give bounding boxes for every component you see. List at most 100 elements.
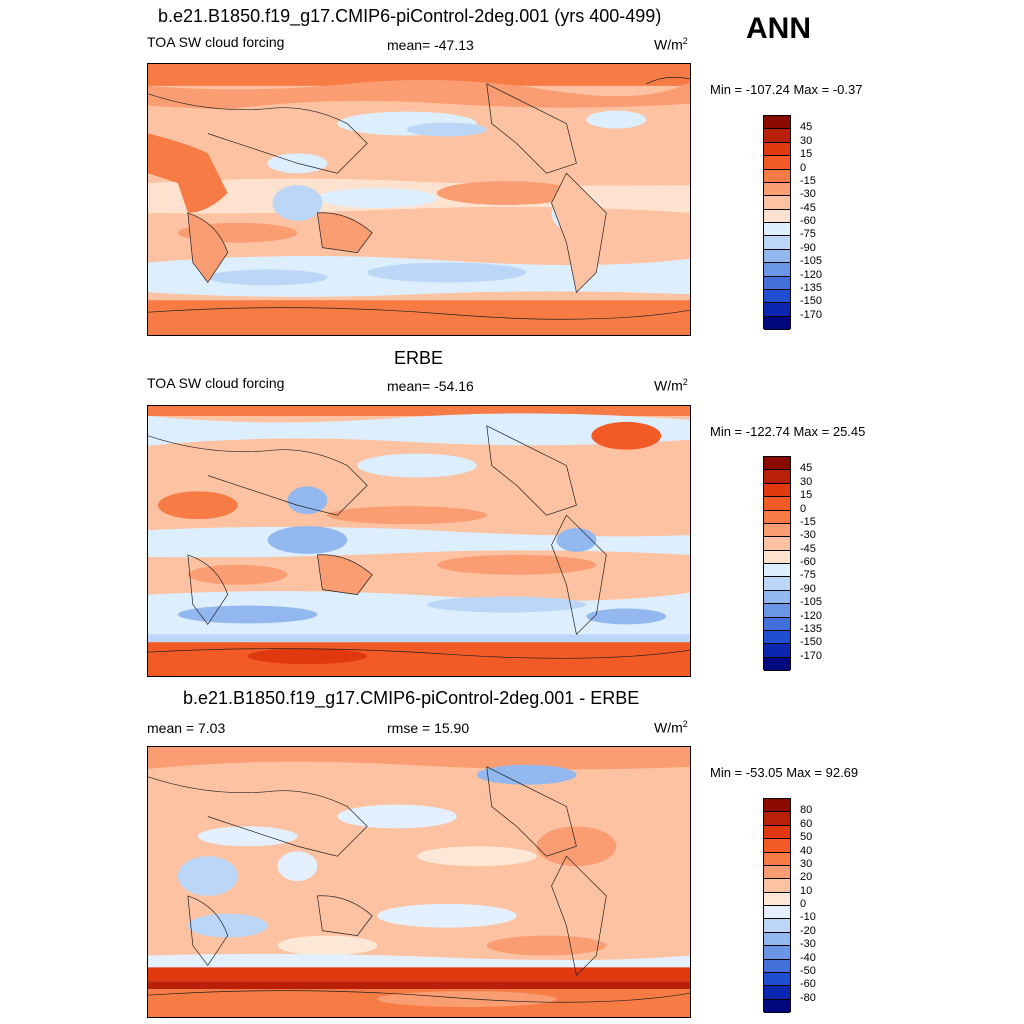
panel1-colorbar-label: 30	[800, 134, 813, 147]
panel3-map	[147, 746, 691, 1018]
panel1-colorbar-swatch	[764, 129, 790, 143]
panel2-colorbar-label: -15	[800, 515, 816, 528]
panel2-colorbar-swatch	[764, 497, 790, 511]
panel3-colorbar-swatch	[764, 879, 790, 893]
panel1-mean: mean= -47.13	[387, 37, 474, 53]
panel2-colorbar-swatch	[764, 550, 790, 564]
panel2-title: ERBE	[394, 348, 444, 368]
panel2-colorbar-label: -75	[800, 569, 816, 582]
panel3-colorbar-label: 60	[800, 817, 813, 830]
panel1-colorbar	[763, 115, 791, 330]
panel1-colorbar-swatch	[764, 289, 790, 304]
panel3-colorbar-label: -10	[800, 911, 816, 924]
panel3-units: W/m2	[654, 719, 688, 736]
panel3-colorbar-swatch	[764, 946, 790, 960]
panel1-colorbar-swatch	[764, 142, 790, 157]
panel1-colorbar-label: -120	[800, 268, 823, 281]
panel2-colorbar-swatch	[764, 644, 790, 658]
panel2-colorbar-swatch	[764, 564, 790, 578]
panel2-colorbar-label: -60	[800, 556, 816, 568]
panel3-colorbar-label: 80	[800, 804, 813, 817]
panel2-colorbar-label: 15	[800, 489, 813, 502]
panel1-colorbar-swatch	[764, 182, 790, 197]
panel1-colorbar-label: -135	[800, 281, 823, 294]
panel2-colorbar-swatch	[764, 630, 790, 645]
panel3-colorbar-swatch	[764, 839, 790, 853]
panel2-colorbar-label: -30	[800, 529, 816, 542]
panel1-variable: TOA SW cloud forcing	[147, 34, 285, 50]
panel3-colorbar-swatch	[764, 972, 790, 987]
panel2-colorbar-swatch	[764, 604, 790, 618]
panel1-title: b.e21.B1850.f19_g17.CMIP6-piControl-2deg…	[158, 6, 662, 26]
panel3-colorbar-swatch	[764, 986, 790, 1000]
panel2-colorbar-swatch	[764, 510, 790, 524]
panel2-colorbar-swatch	[764, 537, 790, 551]
panel1-colorbar-swatch	[764, 169, 790, 183]
panel3-colorbar-swatch	[764, 959, 790, 973]
panel1-colorbar-swatch	[764, 209, 790, 223]
panel1-colorbar-label: -150	[800, 295, 823, 308]
panel2-colorbar-label: -120	[800, 609, 823, 622]
panel3-mean: mean = 7.03	[147, 720, 226, 736]
panel2-colorbar-label: -170	[800, 649, 823, 662]
panel1-colorbar-label: -60	[800, 215, 816, 227]
panel2-colorbar-label: 45	[800, 462, 813, 475]
panel1-colorbar-label: -45	[800, 201, 816, 214]
panel1-colorbar-label: -105	[800, 255, 823, 268]
panel3-colorbar-swatch	[764, 999, 790, 1013]
panel2-colorbar-label: 30	[800, 475, 813, 488]
panel3-colorbar-label: -80	[800, 991, 816, 1004]
panel1-colorbar-swatch	[764, 223, 790, 237]
panel2-colorbar-label: -90	[800, 582, 816, 595]
panel2-map	[147, 405, 691, 677]
panel3-colorbar-swatch	[764, 892, 790, 906]
panel2-minmax: Min = -122.74 Max = 25.45	[710, 424, 866, 439]
panel3-colorbar-swatch	[764, 932, 790, 947]
panel3-colorbar	[763, 798, 791, 1013]
panel2-colorbar-swatch	[764, 523, 790, 538]
panel1-colorbar-label: -75	[800, 228, 816, 241]
panel2-colorbar-label: -150	[800, 636, 823, 649]
panel3-colorbar-swatch	[764, 865, 790, 880]
panel1-map	[147, 63, 691, 336]
panel3-colorbar-swatch	[764, 852, 790, 866]
panel1-colorbar-label: 45	[800, 121, 813, 134]
panel2-mean: mean= -54.16	[387, 378, 474, 394]
panel1-colorbar-label: -30	[800, 188, 816, 201]
panel2-colorbar-swatch	[764, 590, 790, 605]
panel3-colorbar-label: 30	[800, 857, 813, 870]
panel2-colorbar-label: -135	[800, 622, 823, 635]
panel1-colorbar-label: -170	[800, 308, 823, 321]
panel3-colorbar-swatch	[764, 825, 790, 840]
panel1-colorbar-swatch	[764, 156, 790, 170]
season-label: ANN	[746, 12, 811, 45]
panel2-colorbar-swatch	[764, 577, 790, 591]
panel1-colorbar-swatch	[764, 249, 790, 264]
panel2-colorbar-swatch	[764, 657, 790, 671]
panel2-colorbar-swatch	[764, 457, 790, 471]
panel3-colorbar-label: -50	[800, 964, 816, 977]
panel1-colorbar-swatch	[764, 116, 790, 130]
panel2-units: W/m2	[654, 377, 688, 394]
panel3-colorbar-label: -40	[800, 951, 816, 964]
panel2-colorbar-swatch	[764, 470, 790, 484]
panel1-minmax: Min = -107.24 Max = -0.37	[710, 82, 863, 97]
panel3-colorbar-label: -30	[800, 938, 816, 951]
panel2-colorbar-swatch	[764, 617, 790, 631]
panel1-colorbar-swatch	[764, 303, 790, 317]
panel2-colorbar-label: 0	[800, 502, 807, 515]
panel3-colorbar-swatch	[764, 799, 790, 813]
panel3-colorbar-swatch	[764, 919, 790, 933]
panel3-colorbar-label: -60	[800, 978, 816, 991]
panel3-title: b.e21.B1850.f19_g17.CMIP6-piControl-2deg…	[183, 688, 640, 708]
panel3-colorbar-label: 50	[800, 831, 813, 844]
panel3-rmse: rmse = 15.90	[387, 720, 470, 736]
panel3-minmax: Min = -53.05 Max = 92.69	[710, 765, 859, 780]
panel2-variable: TOA SW cloud forcing	[147, 375, 285, 391]
panel1-colorbar-swatch	[764, 236, 790, 250]
panel2-colorbar-label: -45	[800, 542, 816, 555]
panel1-colorbar-label: -15	[800, 174, 816, 187]
panel1-colorbar-swatch	[764, 196, 790, 210]
panel2-colorbar-label: -105	[800, 596, 823, 609]
panel3-colorbar-label: 40	[800, 844, 813, 857]
